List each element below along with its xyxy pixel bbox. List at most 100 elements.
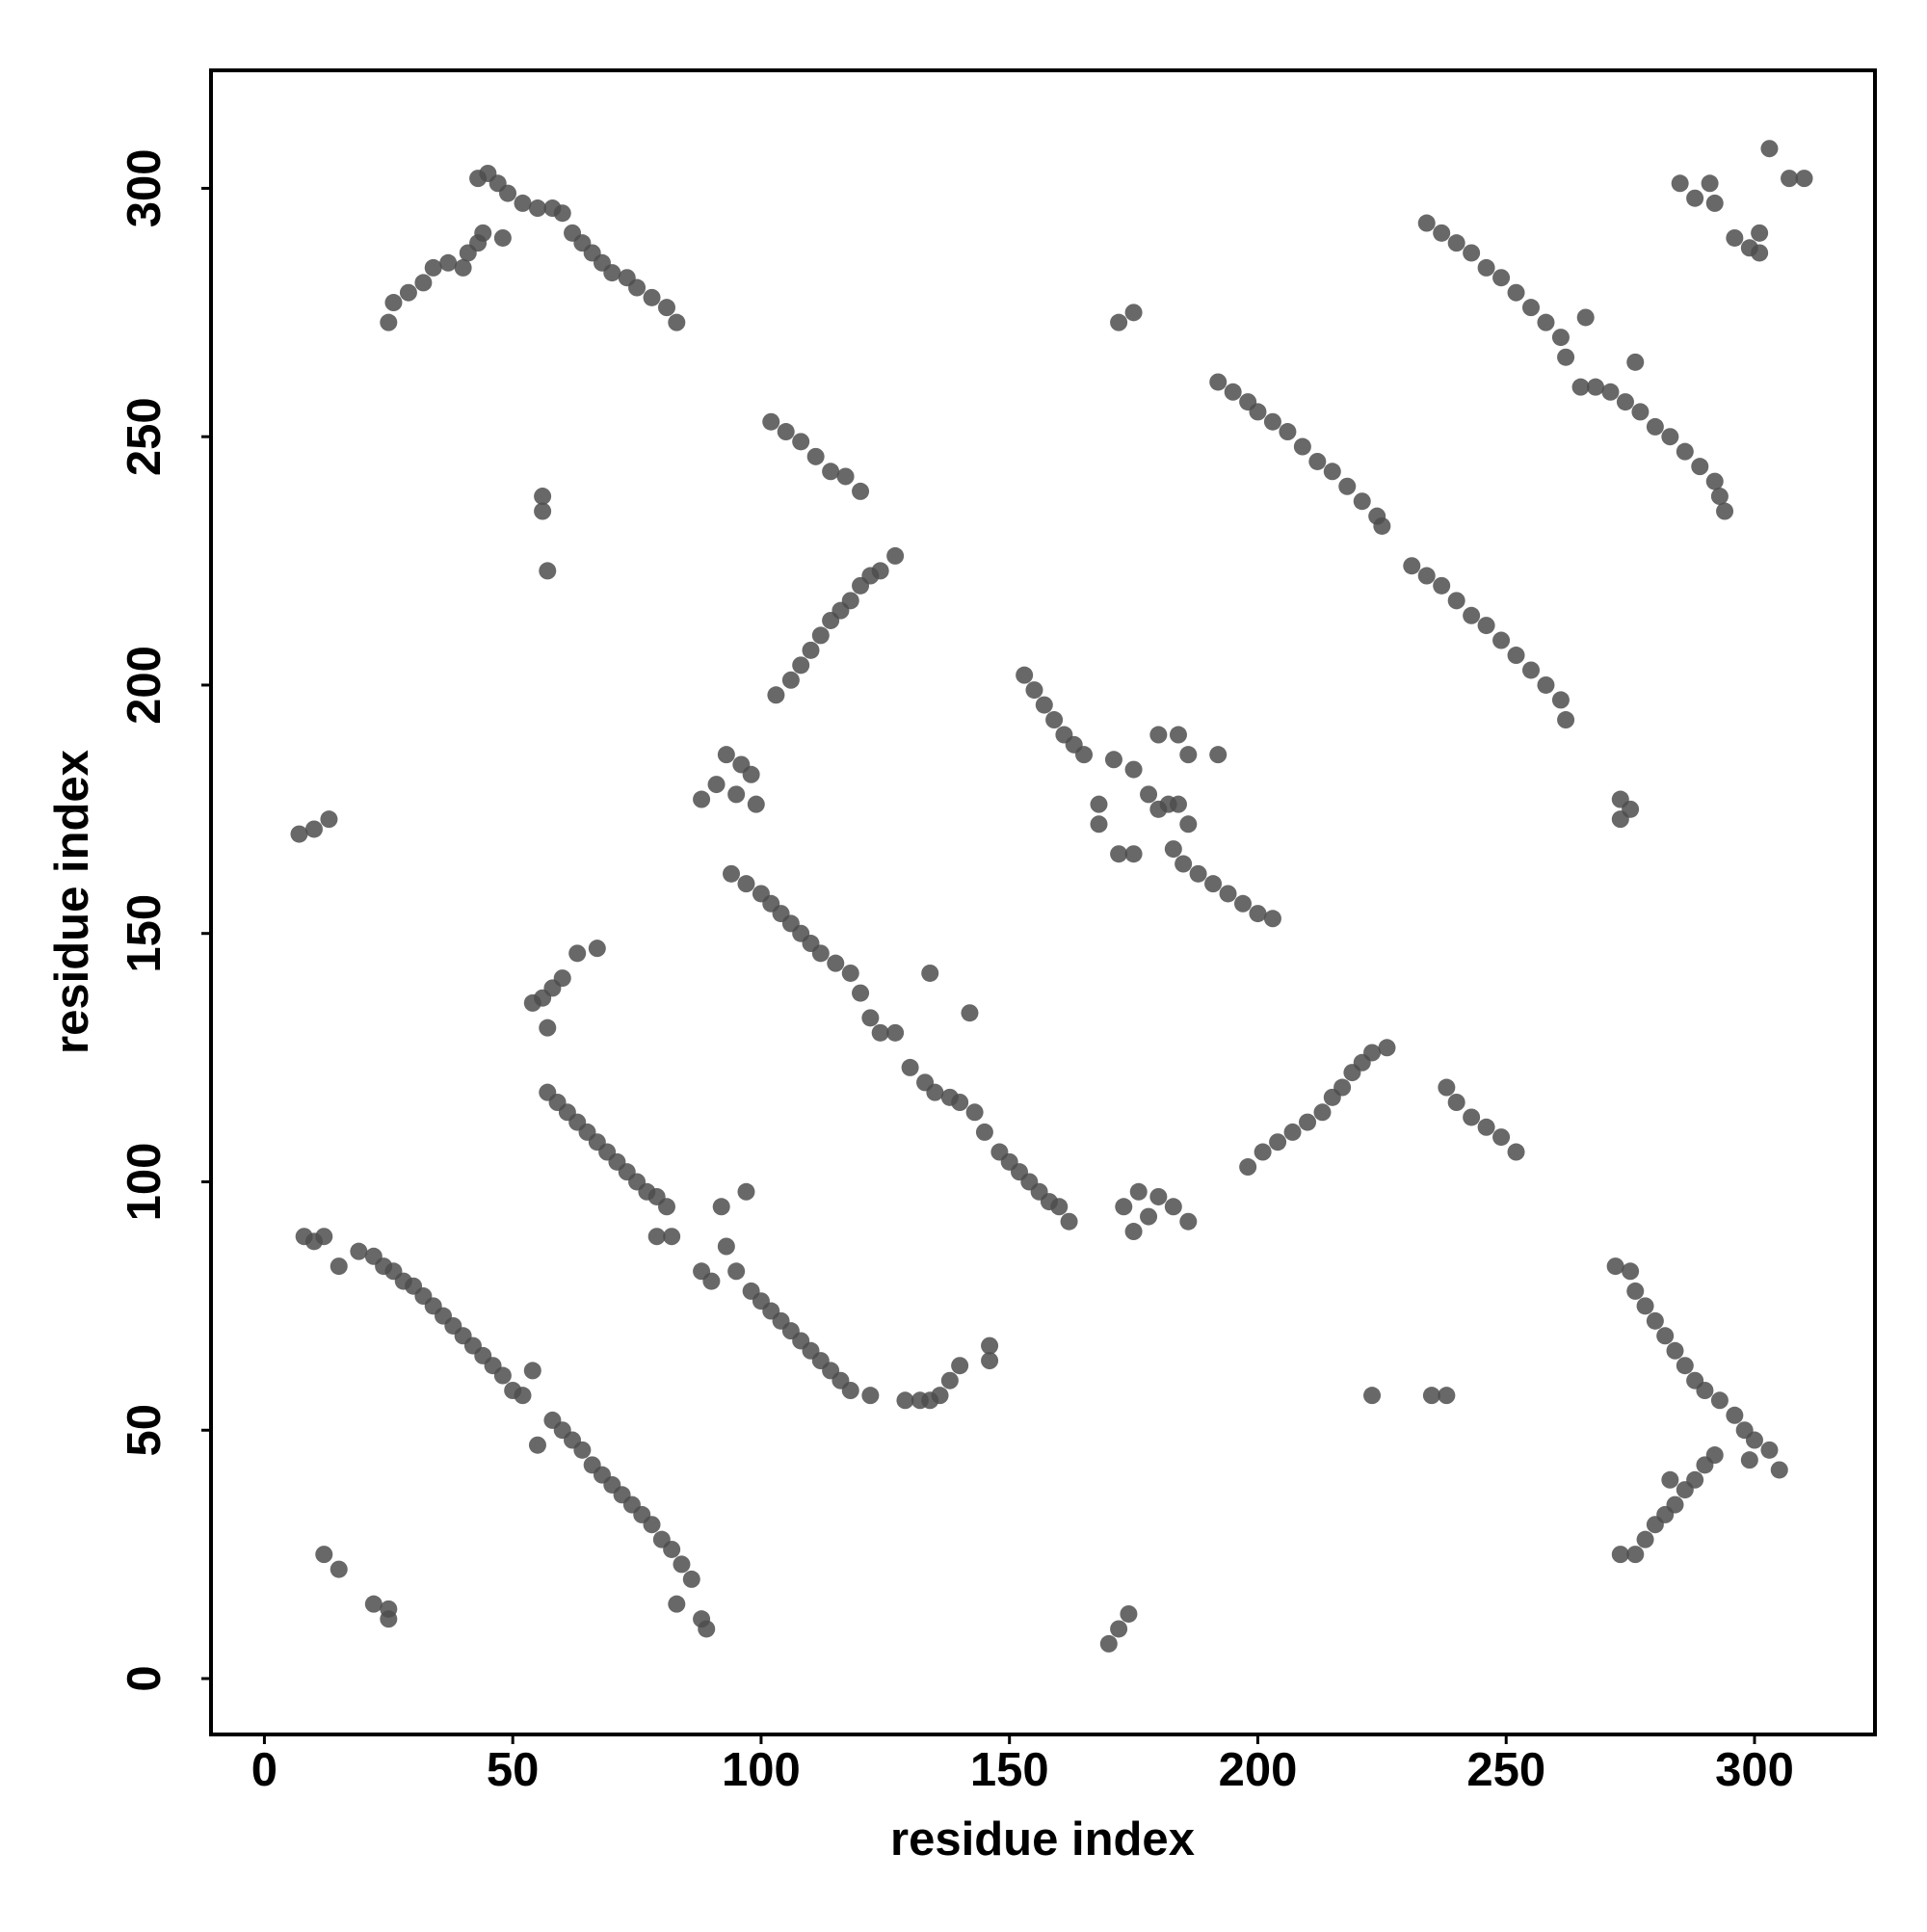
point — [1691, 458, 1709, 476]
y-tick-label: 250 — [119, 397, 171, 476]
x-tick-label: 50 — [487, 1744, 540, 1796]
point — [886, 546, 905, 565]
point — [1016, 666, 1034, 684]
point — [951, 1357, 969, 1375]
point — [1710, 488, 1729, 506]
point — [534, 502, 552, 520]
point — [493, 1366, 512, 1385]
point — [951, 1093, 969, 1111]
point — [1745, 1431, 1763, 1449]
point — [643, 1516, 661, 1534]
point — [1622, 1262, 1640, 1281]
point — [1422, 1387, 1440, 1405]
point — [1373, 516, 1391, 535]
point — [1557, 711, 1575, 729]
point — [901, 1058, 919, 1076]
point — [1751, 224, 1769, 242]
y-tick-label: 50 — [119, 1404, 171, 1457]
point — [1110, 313, 1128, 331]
point — [1646, 417, 1664, 436]
point — [896, 1391, 914, 1410]
point — [1060, 1212, 1078, 1231]
point — [384, 294, 403, 312]
point — [1676, 442, 1694, 461]
point — [1378, 1039, 1396, 1057]
point — [940, 1371, 959, 1389]
x-tick-label: 300 — [1715, 1744, 1794, 1796]
point — [1626, 1546, 1645, 1564]
point — [380, 313, 398, 331]
point — [1249, 905, 1267, 923]
point — [975, 1123, 993, 1141]
point — [1075, 746, 1094, 764]
point — [931, 1387, 949, 1405]
point — [315, 1546, 333, 1564]
point — [1239, 1158, 1257, 1177]
point — [1507, 283, 1525, 302]
point — [1477, 1118, 1495, 1136]
point — [304, 820, 323, 838]
point — [1120, 1604, 1138, 1623]
point — [1124, 304, 1143, 322]
point — [1263, 910, 1281, 928]
x-axis-label: residue index — [890, 1813, 1195, 1866]
point — [871, 562, 889, 580]
point — [1601, 383, 1620, 401]
point — [1164, 1198, 1182, 1216]
point — [568, 944, 587, 963]
point — [1477, 258, 1495, 277]
point — [1050, 1198, 1069, 1216]
point — [320, 810, 338, 829]
point — [747, 795, 765, 813]
point — [1551, 691, 1570, 709]
point — [1463, 244, 1481, 262]
point — [1666, 1341, 1684, 1360]
point — [1537, 675, 1555, 694]
point — [1169, 795, 1187, 813]
point — [350, 1242, 368, 1260]
point — [534, 488, 552, 506]
point — [657, 299, 675, 317]
point — [1175, 855, 1193, 873]
point — [1587, 378, 1605, 396]
point — [1035, 696, 1053, 714]
point — [1631, 403, 1650, 421]
point — [1507, 1143, 1525, 1161]
point — [1433, 224, 1451, 242]
point — [553, 204, 571, 223]
point — [1492, 269, 1511, 287]
point — [1249, 403, 1267, 421]
point — [1124, 845, 1143, 863]
point — [1770, 1461, 1788, 1479]
point — [603, 264, 621, 282]
x-tick-label: 200 — [1219, 1744, 1298, 1796]
point — [1492, 1128, 1511, 1147]
point — [1447, 234, 1465, 252]
point — [439, 253, 458, 272]
point — [657, 1198, 675, 1216]
point — [514, 1387, 532, 1405]
point — [727, 785, 746, 804]
point — [523, 1362, 541, 1380]
point — [871, 1023, 889, 1042]
point — [1110, 1620, 1128, 1638]
point — [539, 562, 557, 580]
point — [886, 1023, 905, 1042]
point — [1463, 1108, 1481, 1126]
point — [1656, 1327, 1675, 1345]
point — [1537, 313, 1555, 331]
point — [1686, 1470, 1704, 1489]
point — [1433, 576, 1451, 595]
point — [762, 412, 780, 431]
point — [1417, 214, 1436, 232]
point — [1025, 681, 1043, 700]
point — [1551, 329, 1570, 347]
point — [663, 1540, 681, 1558]
point — [1323, 463, 1341, 481]
point — [698, 1620, 716, 1638]
point — [528, 1436, 546, 1454]
point — [330, 1257, 348, 1276]
point — [1705, 1446, 1724, 1465]
point — [1781, 170, 1799, 188]
point — [1090, 815, 1108, 834]
